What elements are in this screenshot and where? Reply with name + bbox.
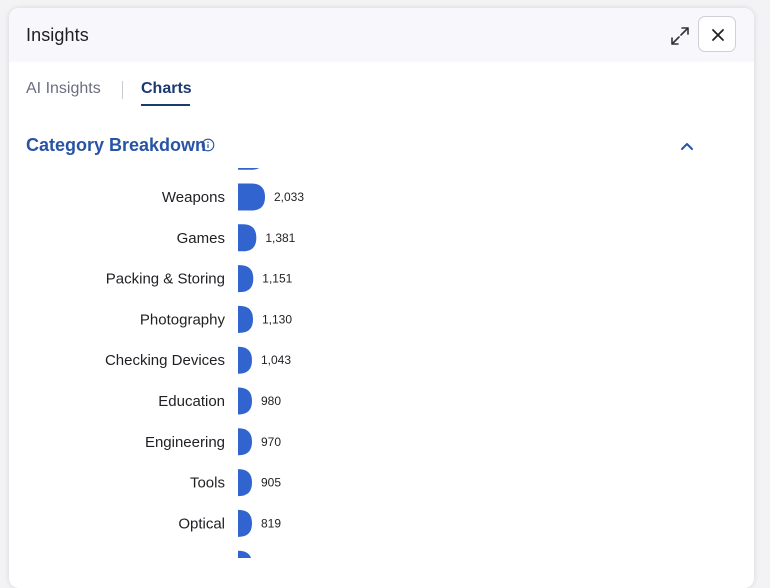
chart-category-label: Games [177,230,225,247]
chart-bar[interactable] [238,305,254,333]
chart-bar[interactable] [238,265,254,293]
bar-chart: Weapons 2,033 Games 1,381 Packing & Storing 1… [105,168,304,558]
chevron-up-icon[interactable] [679,138,695,154]
tab-ai-insights[interactable]: AI Insights [26,80,101,97]
chart-category-label: Checking Devices [105,352,225,369]
chart-bar[interactable] [238,428,252,456]
chart-value-label: 1,381 [265,231,295,245]
chart-bar-partial [238,168,260,170]
chart-bar-partial [238,550,252,558]
chart-bar[interactable] [238,224,257,252]
expand-button[interactable] [666,22,694,50]
chart-value-label: 1,130 [262,312,292,326]
tab-divider [122,81,123,99]
chart-bar[interactable] [238,183,265,211]
chart-category-label: Engineering [145,434,225,451]
info-icon[interactable] [201,138,215,152]
panel-header: Insights [9,8,754,62]
active-tab-indicator [141,104,190,106]
chart-bar[interactable] [238,469,252,497]
chart-category-label: Packing & Storing [106,271,225,288]
tab-charts[interactable]: Charts [141,80,192,97]
chart-category-label: Photography [140,311,226,328]
chart-value-label: 905 [261,476,281,490]
chart-category-label: Optical [178,515,225,532]
chart-value-label: 2,033 [274,190,304,204]
panel-title: Insights [26,25,89,45]
chart-bar[interactable] [238,346,252,374]
chart-category-label: Tools [190,475,225,492]
section-title: Category Breakdown [26,135,207,155]
chart-bar[interactable] [238,509,252,537]
category-breakdown-chart: Weapons 2,033 Games 1,381 Packing & Storing 1… [9,168,754,558]
chart-category-label: Weapons [162,189,225,206]
chart-value-label: 1,151 [262,272,292,286]
close-button[interactable] [698,16,736,52]
chart-value-label: 970 [261,435,281,449]
chart-value-label: 980 [261,394,281,408]
chart-value-label: 819 [261,516,281,530]
chart-value-label: 1,043 [261,353,291,367]
expand-icon [671,27,689,45]
chart-bar[interactable] [238,387,252,415]
close-icon [712,29,724,41]
insights-panel: Insights AI Insights Charts Category Bre… [9,8,754,588]
chart-category-label: Education [158,393,225,410]
